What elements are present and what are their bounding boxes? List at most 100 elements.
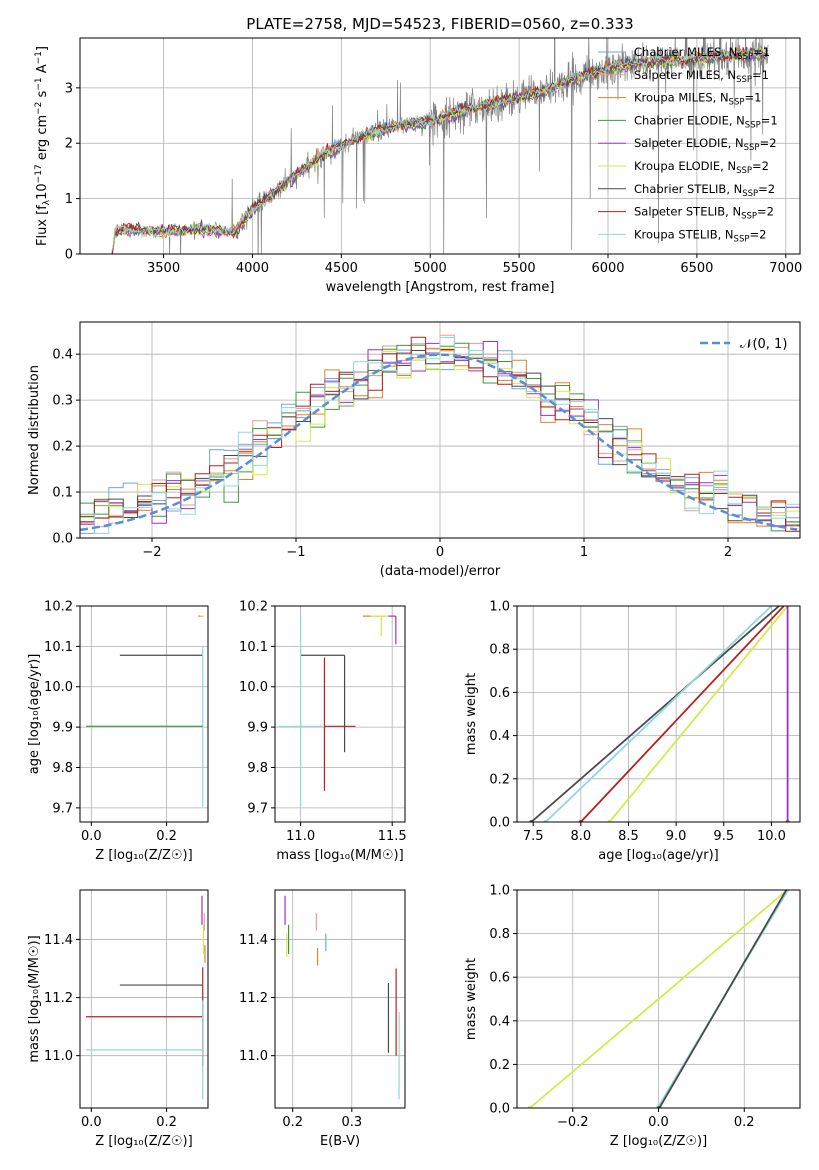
histogram-kroupa-stelib xyxy=(80,337,800,538)
y-tick-label: 9.8 xyxy=(247,761,268,776)
y-axis-label: mass weight xyxy=(464,673,479,755)
x-tick-label: 8.5 xyxy=(618,829,639,844)
line-salpeter-stelib xyxy=(580,606,785,822)
y-tick-label: 11.4 xyxy=(44,933,73,948)
y-tick-label: 9.7 xyxy=(52,801,73,816)
y-tick-label: 10.2 xyxy=(239,600,268,615)
y-tick-label: 0.8 xyxy=(489,927,510,942)
plot-area xyxy=(80,38,800,254)
legend-nssp-value: =1 xyxy=(753,45,770,59)
x-axis-label: mass [log₁₀(M/M☉)] xyxy=(276,848,403,863)
axes-frame xyxy=(79,37,801,255)
y-tick-label: 0.0 xyxy=(489,816,510,831)
legend-subscript: SSP xyxy=(741,212,757,222)
figure-title: PLATE=2758, MJD=54523, FIBERID=0560, z=0… xyxy=(246,15,633,33)
grid xyxy=(517,890,800,1108)
y-tick-label: 11.0 xyxy=(239,1049,268,1064)
legend-label: Kroupa MILES, NSSP=1 xyxy=(634,91,761,108)
panel-mass_vs_Z: 0.0 0.2 11.0 11.2 11.4 Z [log₁₀(Z/Z☉)] mass [l… xyxy=(27,889,209,1149)
plot-area xyxy=(517,890,800,1108)
y-tick-label: 0 xyxy=(65,248,73,263)
x-tick-label: 4500 xyxy=(325,261,358,276)
y-tick-label: 10.2 xyxy=(44,600,73,615)
grid xyxy=(517,606,800,822)
legend-subscript: SSP xyxy=(744,143,760,153)
y-tick-label: 0.2 xyxy=(52,440,73,455)
legend-label: Salpeter STELIB, NSSP=2 xyxy=(634,205,774,222)
y-tick-label: 0.8 xyxy=(489,643,510,658)
y-tick-label: 10.1 xyxy=(239,640,268,655)
legend-subscript: SSP xyxy=(745,120,761,130)
y-axis-label: Flux [fλ10−17 erg cm−2 s−1 A−1] xyxy=(34,46,52,246)
y-tick-label: 9.8 xyxy=(52,761,73,776)
legend-subscript: SSP xyxy=(742,189,758,199)
y-tick-label: 10.1 xyxy=(44,640,73,655)
legend-label: Kroupa ELODIE, NSSP=2 xyxy=(634,159,769,176)
y-tick-label: 0.0 xyxy=(52,532,73,547)
y-tick-label: 10.0 xyxy=(239,680,268,695)
y-tick-label: 10.0 xyxy=(44,680,73,695)
plot-area xyxy=(517,606,800,822)
x-axis-label: (data-model)/error xyxy=(380,564,501,579)
legend-nssp-value: =2 xyxy=(760,136,777,150)
model-line-chabrier-elodie xyxy=(111,51,769,254)
legend-subscript: SSP xyxy=(736,166,752,176)
panel-age_vs_Z: 0.0 0.2 9.7 9.8 9.9 10.0 10.1 10.2 Z [log₁₀(Z/Z☉… xyxy=(27,600,209,863)
grid xyxy=(275,890,405,1108)
x-tick-label: 5500 xyxy=(503,261,536,276)
x-axis-label: E(B-V) xyxy=(320,1134,360,1149)
y-label-part: erg cm xyxy=(35,115,50,164)
x-tick-label: 2 xyxy=(724,545,732,560)
plot-area xyxy=(275,606,405,822)
y-tick-label: 11.4 xyxy=(239,933,268,948)
y-tick-label: 0.6 xyxy=(489,971,510,986)
legend-series-name: Salpeter ELODIE, N xyxy=(634,136,744,150)
legend-nssp-value: =1 xyxy=(744,91,761,105)
y-tick-label: 1.0 xyxy=(489,600,510,615)
grid xyxy=(275,606,405,822)
x-tick-label: 7.5 xyxy=(523,829,544,844)
x-tick-label: 0.2 xyxy=(282,1115,303,1130)
legend-label: Chabrier ELODIE, NSSP=1 xyxy=(634,113,778,130)
legend-label: Salpeter MILES, NSSP=1 xyxy=(634,68,769,85)
panel-mass_vs_EBV: 0.2 0.3 11.0 11.2 11.4 E(B-V) xyxy=(239,889,406,1149)
legend-series-name: Kroupa ELODIE, N xyxy=(634,159,736,173)
point-kroupa-stelib xyxy=(86,1000,204,1100)
line-chabrier-stelib xyxy=(658,890,788,1108)
legend-label: Kroupa STELIB, NSSP=2 xyxy=(634,227,766,244)
legend-series-name: Chabrier STELIB, N xyxy=(634,182,742,196)
y-label-part: λ xyxy=(42,199,52,205)
y-tick-label: 0.6 xyxy=(489,686,510,701)
y-label-part: −17 xyxy=(34,164,44,183)
y-label-part: −1 xyxy=(34,77,44,90)
y-tick-label: 0.1 xyxy=(52,486,73,501)
y-axis-label: age [log₁₀(age/yr)] xyxy=(27,654,42,775)
x-tick-label: −1 xyxy=(286,545,305,560)
axes-frame xyxy=(274,889,406,1109)
x-tick-label: 0.3 xyxy=(341,1115,362,1130)
model-line-kroupa-stelib xyxy=(111,47,769,251)
x-tick-label: −2 xyxy=(142,545,161,560)
x-tick-label: 0.2 xyxy=(156,829,177,844)
x-tick-label: 11.5 xyxy=(378,829,407,844)
y-label-part: A xyxy=(35,64,50,77)
x-tick-label: 1 xyxy=(580,545,588,560)
grid xyxy=(80,890,208,1108)
y-tick-label: 9.9 xyxy=(52,721,73,736)
panel-residuals: −2 −1 0 1 2 0.0 0.1 0.2 0.3 0.4 (data-model)/error… xyxy=(27,321,801,579)
x-tick-label: 9.0 xyxy=(666,829,687,844)
legend-nssp-value: =2 xyxy=(749,227,766,241)
x-tick-label: 7000 xyxy=(769,261,802,276)
x-tick-label: 0.2 xyxy=(156,1115,177,1130)
point-chabrier-stelib xyxy=(300,654,346,753)
y-tick-label: 11.2 xyxy=(239,991,268,1006)
point-kroupa-stelib xyxy=(278,617,323,808)
panel-mass_weight_vs_age: 7.5 8.0 8.5 9.0 9.5 10.0 0.0 0.2 0.4 0.6 0.8 1.0 age… xyxy=(464,600,801,863)
y-axis-label: Normed distribution xyxy=(27,365,42,495)
y-tick-label: 11.0 xyxy=(44,1049,73,1064)
plot-area xyxy=(275,890,405,1108)
x-tick-label: 0.0 xyxy=(81,829,102,844)
plot-area xyxy=(80,890,208,1108)
